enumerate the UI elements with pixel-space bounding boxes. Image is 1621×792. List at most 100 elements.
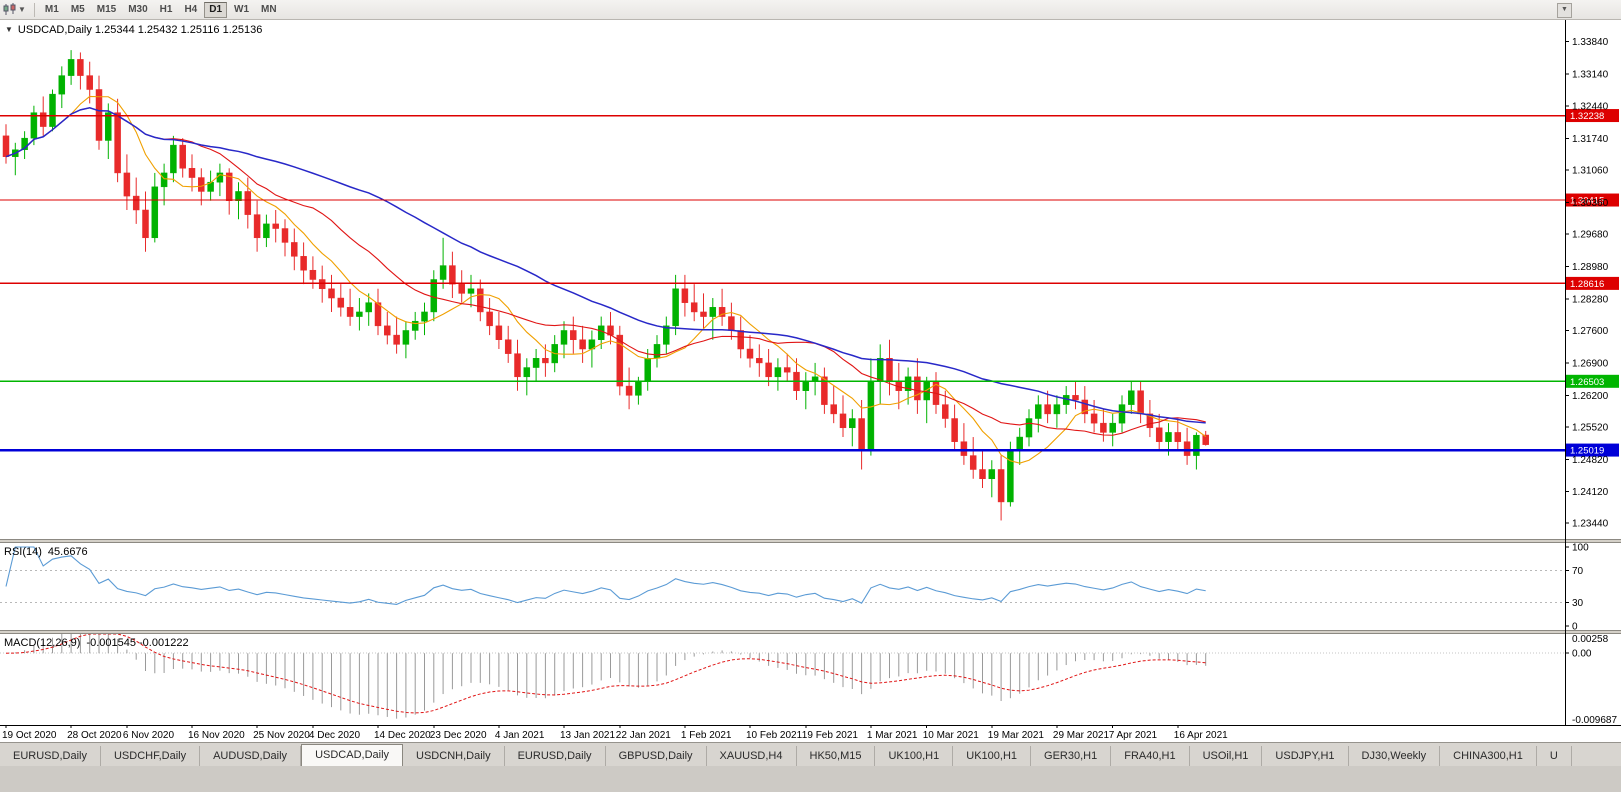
timeframe-m15-button[interactable]: M15	[92, 2, 121, 18]
svg-text:1.23440: 1.23440	[1572, 519, 1609, 530]
chart-collapse-arrow-icon[interactable]: ▼	[5, 25, 13, 34]
svg-text:19 Feb 2021: 19 Feb 2021	[802, 730, 859, 741]
svg-text:29 Mar 2021: 29 Mar 2021	[1053, 730, 1110, 741]
svg-text:16 Apr 2021: 16 Apr 2021	[1174, 730, 1228, 741]
chart-tab-uk100-h1[interactable]: UK100,H1	[953, 746, 1032, 766]
chart-tab-uk100-h1[interactable]: UK100,H1	[875, 746, 954, 766]
svg-text:1.26200: 1.26200	[1572, 391, 1609, 402]
timeframe-d1-button[interactable]: D1	[204, 1, 228, 18]
candlestick-chart-icon	[3, 3, 16, 15]
svg-text:0: 0	[1572, 622, 1578, 633]
svg-text:70: 70	[1572, 566, 1584, 577]
rsi-line	[5, 546, 1206, 605]
svg-text:4 Dec 2020: 4 Dec 2020	[309, 730, 361, 741]
macd-histogram	[14, 634, 1207, 719]
svg-text:1.33840: 1.33840	[1572, 37, 1609, 48]
macd-values: -0.001545 -0.001222	[86, 637, 189, 649]
chart-tab-usdjpy-h1[interactable]: USDJPY,H1	[1262, 746, 1349, 766]
svg-text:10 Mar 2021: 10 Mar 2021	[923, 730, 980, 741]
timeframe-toolbar: ▼ M1 M5 M15 M30 H1 H4 D1 W1 MN ▼	[0, 0, 1621, 20]
svg-text:14 Dec 2020: 14 Dec 2020	[374, 730, 431, 741]
chart-tab-hk50-m15[interactable]: HK50,M15	[797, 746, 876, 766]
price-tag-1.26503: 1.26503	[1566, 374, 1619, 388]
svg-text:1 Feb 2021: 1 Feb 2021	[681, 730, 732, 741]
svg-text:1.24120: 1.24120	[1572, 487, 1609, 498]
svg-text:1.27600: 1.27600	[1572, 326, 1609, 337]
svg-text:19 Oct 2020: 19 Oct 2020	[2, 730, 57, 741]
svg-text:1.33140: 1.33140	[1572, 69, 1609, 80]
ma-slow-line	[5, 107, 1206, 424]
svg-text:100: 100	[1572, 543, 1589, 554]
svg-text:1.30360: 1.30360	[1572, 198, 1609, 209]
timeframe-w1-button[interactable]: W1	[229, 2, 254, 18]
chart-tab-eurusd-daily[interactable]: EURUSD,Daily	[505, 746, 606, 766]
svg-text:-0.009687: -0.009687	[1572, 715, 1617, 726]
chart-type-button[interactable]: ▼	[3, 3, 26, 16]
svg-text:1.29680: 1.29680	[1572, 230, 1609, 241]
status-strip	[0, 766, 1621, 792]
chart-tab-usoil-h1[interactable]: USOil,H1	[1190, 746, 1263, 766]
timeframe-m30-button[interactable]: M30	[123, 2, 152, 18]
timeframe-mn-button[interactable]: MN	[256, 2, 282, 18]
svg-text:25 Nov 2020: 25 Nov 2020	[253, 730, 310, 741]
svg-text:10 Feb 2021: 10 Feb 2021	[746, 730, 803, 741]
svg-text:22 Jan 2021: 22 Jan 2021	[616, 730, 671, 741]
timeframe-m1-button[interactable]: M1	[40, 2, 64, 18]
svg-text:1.28616: 1.28616	[1570, 279, 1604, 290]
chart-tab-audusd-daily[interactable]: AUDUSD,Daily	[200, 746, 302, 766]
svg-text:16 Nov 2020: 16 Nov 2020	[188, 730, 245, 741]
chart-tab-usdcad-daily[interactable]: USDCAD,Daily	[301, 744, 404, 766]
svg-text:1.32238: 1.32238	[1570, 111, 1604, 122]
svg-text:1.28280: 1.28280	[1572, 294, 1609, 305]
svg-text:28 Oct 2020: 28 Oct 2020	[67, 730, 122, 741]
svg-text:19 Mar 2021: 19 Mar 2021	[988, 730, 1045, 741]
macd-indicator-label: MACD(12,26,9) -0.001545 -0.001222	[4, 637, 189, 649]
chart-tab-dj30-weekly[interactable]: DJ30,Weekly	[1349, 746, 1441, 766]
chart-tabs: EURUSD,Daily USDCHF,Daily AUDUSD,Daily USDC…	[0, 742, 1621, 766]
svg-text:6 Nov 2020: 6 Nov 2020	[123, 730, 175, 741]
svg-text:0.00: 0.00	[1572, 649, 1592, 660]
svg-text:1.26900: 1.26900	[1572, 358, 1609, 369]
timeframe-h1-button[interactable]: H1	[155, 2, 178, 18]
svg-text:1.25019: 1.25019	[1570, 446, 1604, 457]
chart-title-bar: ▼ USDCAD,Daily 1.25344 1.25432 1.25116 1.…	[5, 24, 262, 36]
svg-text:0.00258: 0.00258	[1572, 634, 1609, 645]
chart-tab-u[interactable]: U	[1537, 746, 1572, 766]
svg-text:30: 30	[1572, 598, 1584, 609]
svg-text:1.30415: 1.30415	[1570, 196, 1604, 207]
price-tag-1.32238: 1.32238	[1566, 109, 1619, 123]
chart-tab-fra40-h1[interactable]: FRA40,H1	[1111, 746, 1190, 766]
chart-tab-usdcnh-daily[interactable]: USDCNH,Daily	[403, 746, 505, 766]
chart-tab-gbpusd-daily[interactable]: GBPUSD,Daily	[606, 746, 707, 766]
ma-mid-line	[5, 107, 1206, 436]
pane-splitter[interactable]	[0, 630, 1621, 634]
price-axis: 1.33840 1.33140 1.32440 1.31740 1.31060 1.303…	[1565, 37, 1609, 530]
rsi-name: RSI(14)	[4, 546, 42, 558]
timeframe-m5-button[interactable]: M5	[66, 2, 90, 18]
svg-text:1.31740: 1.31740	[1572, 134, 1609, 145]
ma-fast-line	[5, 95, 1207, 464]
chart-type-caret-icon: ▼	[18, 5, 26, 14]
toolbar-overflow-button[interactable]: ▼	[1557, 3, 1572, 18]
chart-tab-usdchf-daily[interactable]: USDCHF,Daily	[101, 746, 201, 766]
svg-text:1.24820: 1.24820	[1572, 455, 1609, 466]
chart-tab-eurusd-daily[interactable]: EURUSD,Daily	[0, 746, 101, 766]
pane-splitter[interactable]	[0, 539, 1621, 543]
timeframe-h4-button[interactable]: H4	[179, 2, 202, 18]
price-tag-1.28616: 1.28616	[1566, 276, 1619, 290]
svg-text:1.28980: 1.28980	[1572, 262, 1609, 273]
chart-tab-xauusd-h4[interactable]: XAUUSD,H4	[707, 746, 797, 766]
chart-window: 1.32238 1.30415 1.28616 1.26503 1.25019 1.338…	[0, 20, 1621, 742]
chart-title: USDCAD,Daily 1.25344 1.25432 1.25116 1.2…	[17, 24, 263, 36]
price-chart-canvas[interactable]: 1.32238 1.30415 1.28616 1.26503 1.25019 1.338…	[0, 20, 1621, 742]
chart-tab-china300-h1[interactable]: CHINA300,H1	[1440, 746, 1537, 766]
svg-text:23 Dec 2020: 23 Dec 2020	[430, 730, 487, 741]
svg-text:1.25520: 1.25520	[1572, 422, 1609, 433]
svg-text:4 Jan 2021: 4 Jan 2021	[495, 730, 545, 741]
price-tag-1.25019: 1.25019	[1566, 443, 1619, 457]
rsi-indicator-label: RSI(14) 45.6676	[4, 546, 88, 558]
chart-tab-ger30-h1[interactable]: GER30,H1	[1031, 746, 1112, 766]
svg-text:13 Jan 2021: 13 Jan 2021	[560, 730, 615, 741]
rsi-value: 45.6676	[47, 546, 88, 558]
toolbar-separator	[33, 2, 35, 17]
